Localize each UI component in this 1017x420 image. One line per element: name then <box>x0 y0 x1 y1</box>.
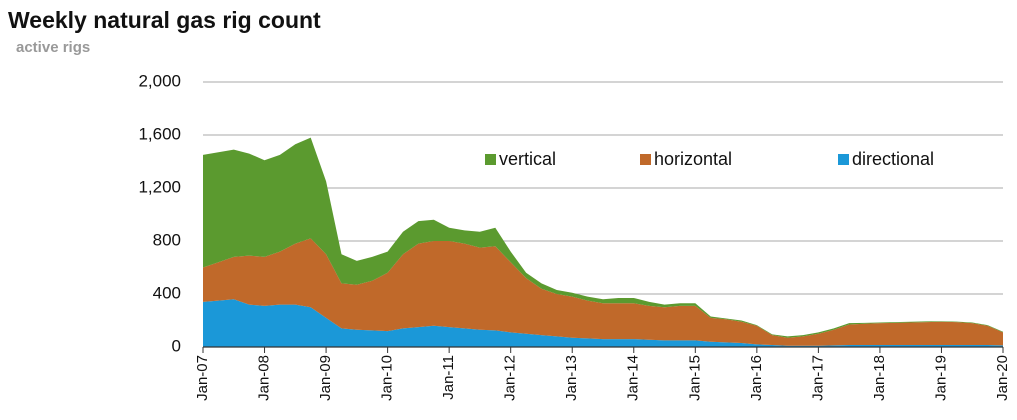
x-tick-label: Jan-10 <box>379 355 396 401</box>
y-tick-label: 2,000 <box>138 71 181 90</box>
y-tick-label: 1,200 <box>138 177 181 196</box>
area <box>203 238 1003 346</box>
area <box>203 299 1003 347</box>
x-tick-label: Jan-16 <box>748 355 765 401</box>
x-tick-label: Jan-07 <box>194 355 211 401</box>
legend-label: directional <box>852 149 934 169</box>
y-tick-label: 1,600 <box>138 124 181 143</box>
area <box>203 137 1003 338</box>
y-tick-label: 400 <box>153 283 181 302</box>
x-tick-label: Jan-11 <box>440 355 457 400</box>
x-tick-label: Jan-08 <box>256 355 273 401</box>
legend-label: vertical <box>499 149 556 169</box>
legend-swatch <box>838 154 849 165</box>
chart-title: Weekly natural gas rig count <box>8 7 321 33</box>
x-tick-label: Jan-12 <box>502 355 519 401</box>
y-tick-label: 0 <box>172 336 181 355</box>
x-tick-label: Jan-19 <box>932 355 949 401</box>
x-tick-label: Jan-17 <box>809 355 826 401</box>
x-tick-label: Jan-13 <box>563 355 580 401</box>
x-tick-label: Jan-15 <box>686 355 703 401</box>
x-tick-label: Jan-14 <box>625 355 642 401</box>
legend-swatch <box>640 154 651 165</box>
y-tick-label: 800 <box>153 230 181 249</box>
x-tick-label: Jan-09 <box>317 355 334 401</box>
x-tick-label: Jan-18 <box>871 355 888 401</box>
chart-subtitle: active rigs <box>16 39 90 56</box>
x-tick-label: Jan-20 <box>994 355 1011 401</box>
legend-swatch <box>485 154 496 165</box>
legend-label: horizontal <box>654 149 732 169</box>
